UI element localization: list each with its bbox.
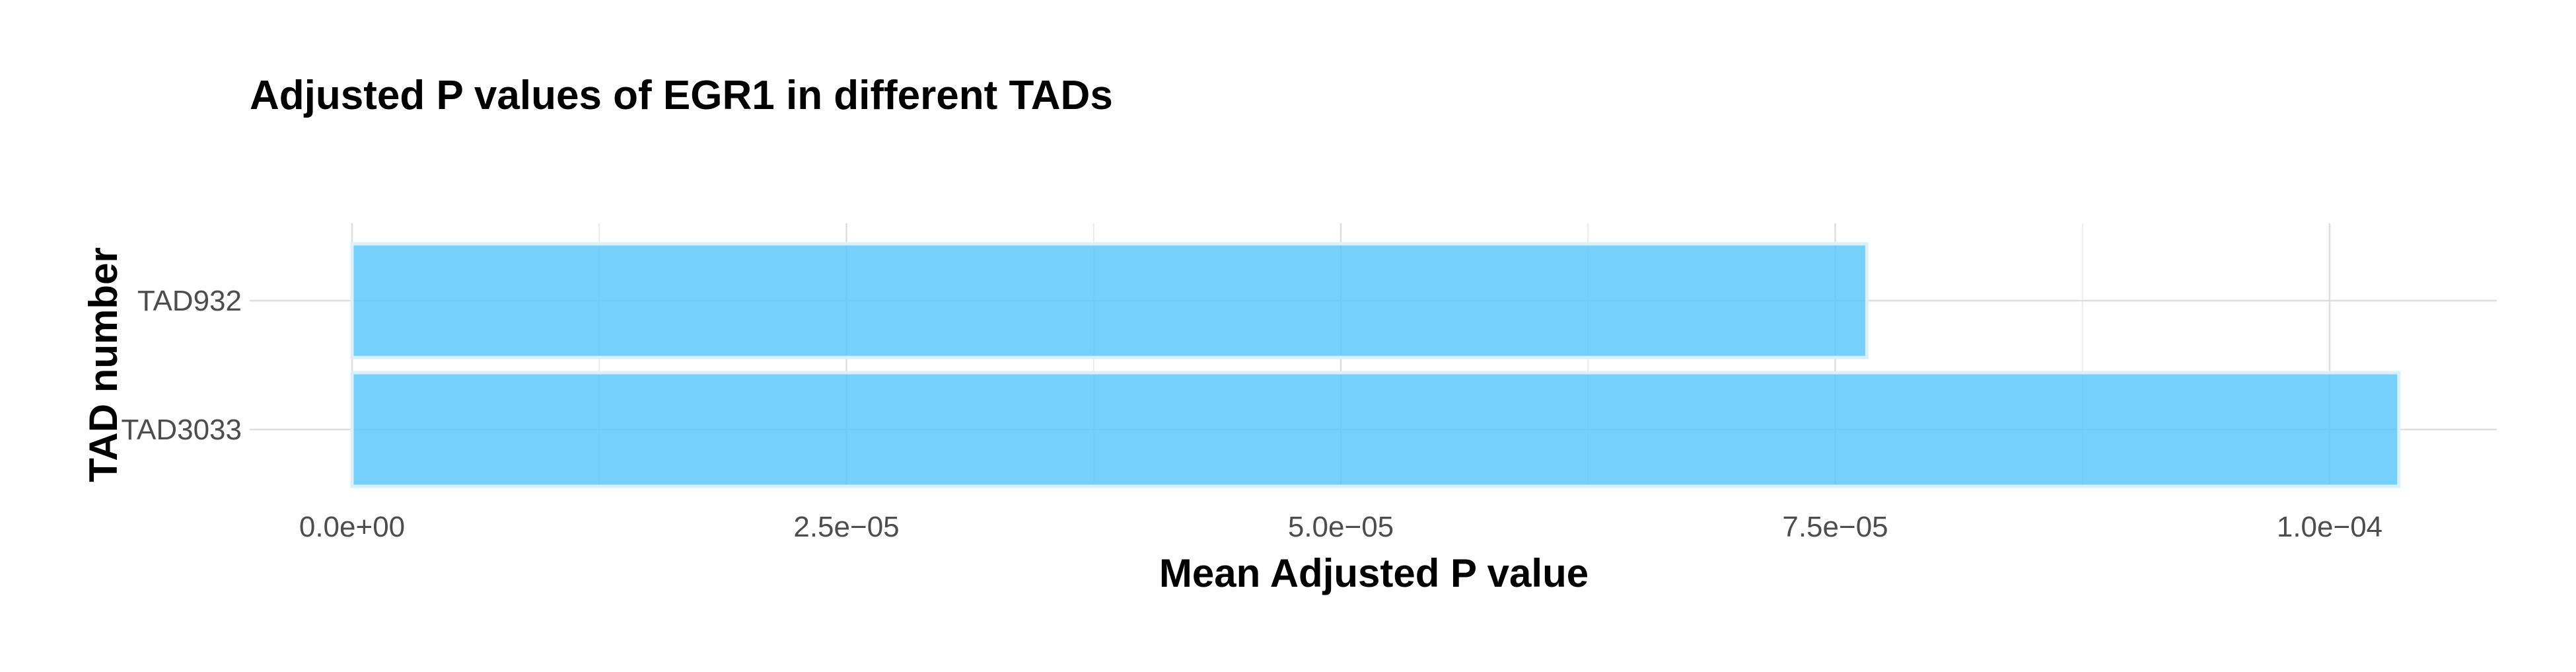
bars: [350, 242, 2401, 488]
x-axis-title: Mean Adjusted P value: [1159, 551, 1589, 595]
x-tick-labels: 0.0e+00 2.5e−05 5.0e−05 7.5e−05 1.0e−04: [299, 511, 2382, 543]
x-tick-label: 2.5e−05: [793, 511, 899, 543]
x-tick-label: 0.0e+00: [299, 511, 405, 543]
bar-tad3033: [350, 371, 2401, 488]
x-tick-label: 7.5e−05: [1782, 511, 1888, 543]
y-tick-label: TAD932: [137, 285, 242, 317]
y-axis-title: TAD number: [81, 247, 125, 482]
chart-title: Adjusted P values of EGR1 in different T…: [250, 73, 1113, 118]
y-tick-label: TAD3033: [121, 414, 242, 446]
x-tick-label: 5.0e−05: [1288, 511, 1394, 543]
x-tick-label: 1.0e−04: [2277, 511, 2382, 543]
bar-tad932: [350, 242, 1869, 359]
y-tick-labels: TAD932 TAD3033: [121, 285, 242, 446]
